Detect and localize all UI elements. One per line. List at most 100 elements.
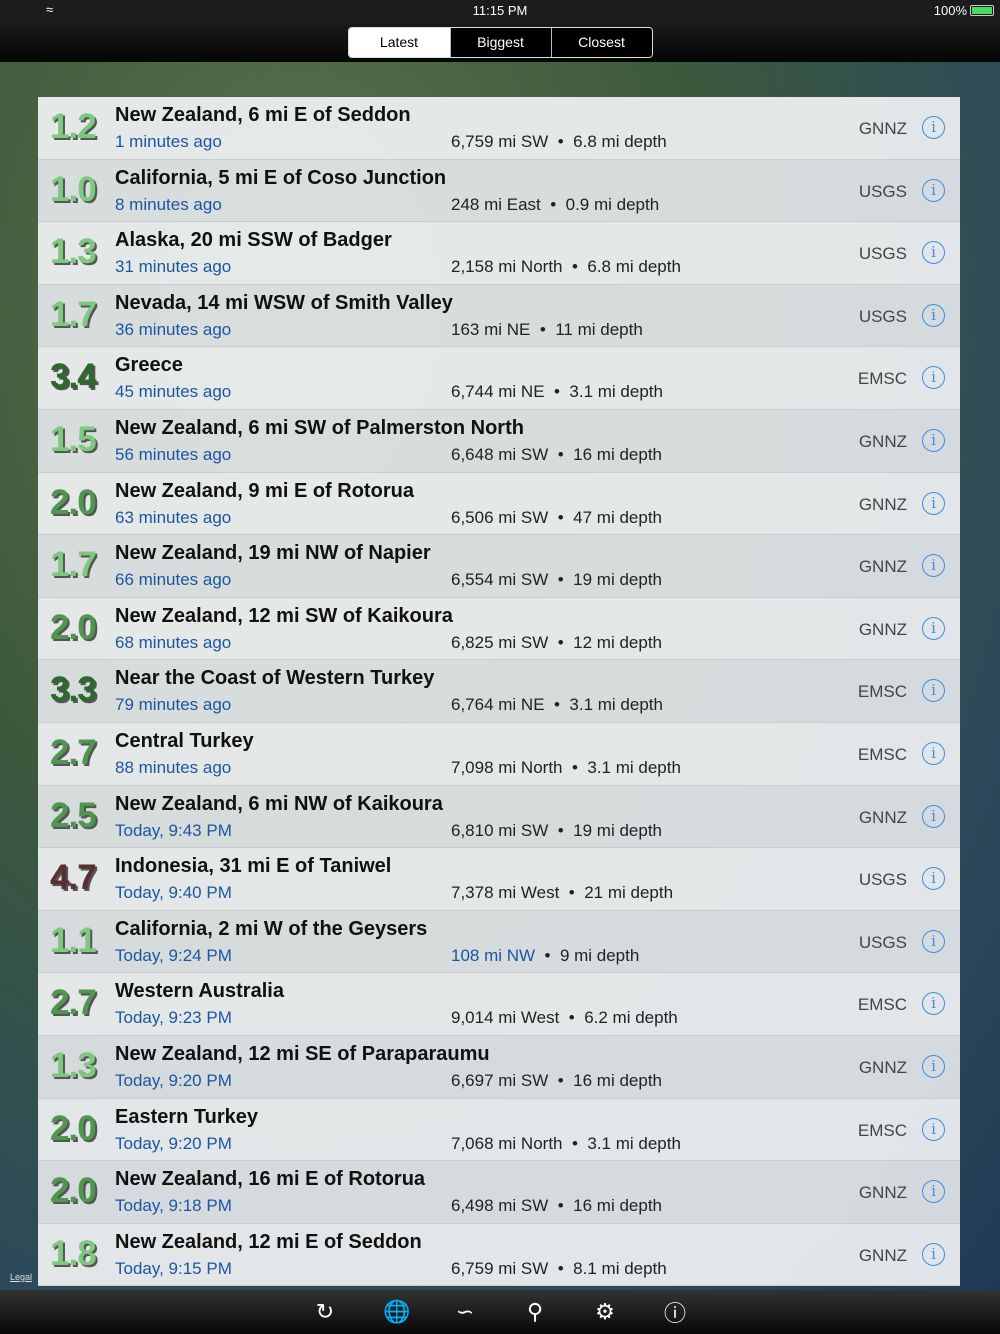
source: USGS — [858, 181, 907, 201]
quake-row[interactable]: 2.7 Western Australia Today, 9:23 PM 9,0… — [38, 973, 960, 1036]
quake-row[interactable]: 3.3 Near the Coast of Western Turkey 79 … — [38, 660, 960, 723]
distance-depth: 6,810 mi SW • 19 mi depth — [451, 820, 663, 840]
source: USGS — [858, 932, 907, 952]
info-icon[interactable]: i — [922, 1054, 945, 1078]
magnitude: 1.3 — [50, 232, 97, 272]
source: GNNZ — [858, 431, 907, 451]
legal-link[interactable]: Legal — [10, 1272, 33, 1282]
distance: 163 mi NE — [451, 319, 531, 339]
info-icon[interactable]: i — [922, 616, 945, 640]
info-icon[interactable]: i — [922, 241, 945, 265]
quake-row[interactable]: 1.5 New Zealand, 6 mi SW of Palmerston N… — [38, 409, 960, 473]
distance-depth: 6,825 mi SW • 12 mi depth — [451, 632, 663, 652]
source: USGS — [858, 306, 907, 326]
quake-row[interactable]: 2.0 New Zealand, 16 mi E of Rotorua Toda… — [38, 1161, 960, 1224]
distance-depth: 248 mi East • 0.9 mi depth — [451, 194, 660, 214]
source: EMSC — [857, 369, 907, 389]
distance-depth: 9,014 mi West • 6.2 mi depth — [451, 1008, 678, 1028]
info-icon[interactable]: i — [922, 1180, 945, 1204]
location: New Zealand, 19 mi NW of Napier — [115, 542, 431, 565]
distance-depth: 6,744 mi NE • 3.1 mi depth — [451, 382, 663, 402]
time: 79 minutes ago — [115, 695, 232, 715]
quake-row[interactable]: 1.3 New Zealand, 12 mi SE of Paraparaumu… — [38, 1035, 960, 1099]
tab-biggest[interactable]: Biggest — [449, 27, 551, 57]
tab-latest[interactable]: Latest — [348, 27, 450, 57]
info-icon[interactable]: i — [922, 366, 945, 390]
depth: 11 mi depth — [555, 319, 643, 339]
info-icon[interactable]: i — [922, 428, 945, 452]
distance-depth: 6,697 mi SW • 16 mi depth — [451, 1070, 663, 1090]
quake-row[interactable]: 4.7 Indonesia, 31 mi E of Taniwel Today,… — [38, 848, 960, 911]
distance: 6,697 mi SW — [451, 1070, 549, 1090]
time: Today, 9:23 PM — [115, 1008, 232, 1028]
quake-row[interactable]: 2.7 Central Turkey 88 minutes ago 7,098 … — [38, 722, 960, 786]
depth: 12 mi depth — [573, 632, 663, 652]
info-icon[interactable]: i — [922, 679, 945, 703]
depth: 3.1 mi depth — [569, 382, 663, 402]
quake-row[interactable]: 1.7 Nevada, 14 mi WSW of Smith Valley 36… — [38, 284, 960, 348]
distance-depth: 6,554 mi SW • 19 mi depth — [451, 570, 663, 590]
time: Today, 9:18 PM — [115, 1196, 232, 1216]
battery-percent: 100% — [933, 3, 967, 18]
location: New Zealand, 12 mi E of Seddon — [115, 1230, 422, 1253]
source: GNNZ — [858, 119, 907, 138]
distance: 6,744 mi NE — [451, 382, 545, 402]
info-icon[interactable]: i — [922, 929, 945, 953]
info-icon[interactable]: i — [922, 992, 945, 1016]
depth: 8.1 mi depth — [573, 1258, 667, 1278]
quake-row[interactable]: 2.5 New Zealand, 6 mi NW of Kaikoura Tod… — [38, 785, 960, 849]
location: Greece — [115, 354, 183, 377]
quake-row[interactable]: 1.3 Alaska, 20 mi SSW of Badger 31 minut… — [38, 222, 960, 285]
quake-row[interactable]: 2.0 Eastern Turkey Today, 9:20 PM 7,068 … — [38, 1098, 960, 1162]
quake-row[interactable]: 2.0 New Zealand, 12 mi SW of Kaikoura 68… — [38, 597, 960, 661]
source: GNNZ — [858, 1245, 907, 1265]
distance: 6,759 mi SW — [451, 132, 549, 151]
quake-row[interactable]: 1.8 New Zealand, 12 mi E of Seddon Today… — [38, 1223, 960, 1287]
location: Near the Coast of Western Turkey — [115, 667, 435, 690]
source: GNNZ — [858, 1057, 907, 1077]
source: USGS — [858, 244, 907, 264]
info-icon[interactable]: ⓘ — [663, 1301, 686, 1326]
location: Alaska, 20 mi SSW of Badger — [115, 229, 392, 252]
distance-depth: 7,378 mi West • 21 mi depth — [451, 883, 674, 903]
info-icon[interactable]: i — [922, 1242, 945, 1266]
distance: 108 mi NW — [451, 945, 536, 965]
info-icon[interactable]: i — [922, 1117, 945, 1141]
time: Today, 9:15 PM — [115, 1258, 232, 1278]
time: Today, 9:20 PM — [115, 1133, 232, 1153]
location: California, 2 mi W of the Geysers — [115, 917, 428, 940]
info-icon[interactable]: i — [922, 491, 945, 515]
time: 1 minutes ago — [115, 132, 222, 151]
info-icon[interactable]: i — [922, 804, 945, 828]
info-icon[interactable]: i — [922, 741, 945, 765]
source: GNNZ — [858, 494, 907, 514]
location: New Zealand, 6 mi SW of Palmerston North — [115, 416, 524, 439]
info-icon[interactable]: i — [922, 303, 945, 327]
quake-row[interactable]: 3.4 Greece 45 minutes ago 6,744 mi NE • … — [38, 347, 960, 410]
distance: 7,378 mi West — [451, 883, 560, 903]
globe-icon[interactable]: 🌐 — [383, 1299, 411, 1324]
depth: 19 mi depth — [573, 820, 663, 840]
info-icon[interactable]: i — [922, 116, 945, 139]
gear-icon[interactable]: ⚙ — [595, 1299, 615, 1324]
distance-depth: 7,098 mi North • 3.1 mi depth — [451, 757, 681, 777]
quake-row[interactable]: 1.1 California, 2 mi W of the Geysers To… — [38, 910, 960, 974]
info-icon[interactable]: i — [922, 554, 945, 578]
magnitude: 1.5 — [50, 419, 97, 459]
quake-row[interactable]: 1.7 New Zealand, 19 mi NW of Napier 66 m… — [38, 535, 960, 598]
source: EMSC — [857, 1120, 907, 1140]
info-icon[interactable]: i — [922, 867, 945, 891]
refresh-icon[interactable]: ↻ — [315, 1299, 335, 1324]
globe-location-icon[interactable]: ⚲ — [526, 1299, 544, 1324]
quake-row[interactable]: 2.0 New Zealand, 9 mi E of Rotorua 63 mi… — [38, 472, 960, 536]
info-icon[interactable]: i — [922, 178, 945, 202]
source: GNNZ — [858, 1183, 907, 1203]
earthquake-list: 1.2 New Zealand, 6 mi E of Seddon 1 minu… — [38, 97, 960, 1287]
distance-depth: 6,759 mi SW • 6.8 mi depth — [451, 132, 667, 151]
quake-row[interactable]: 1.2 New Zealand, 6 mi E of Seddon 1 minu… — [38, 97, 960, 160]
quake-row[interactable]: 1.0 California, 5 mi E of Coso Junction … — [38, 159, 960, 223]
distance-depth: 6,506 mi SW • 47 mi depth — [451, 507, 663, 527]
tab-closest[interactable]: Closest — [550, 27, 652, 57]
clock: 11:15 PM — [472, 3, 528, 18]
tsunami-icon[interactable]: ∽ — [455, 1299, 475, 1324]
